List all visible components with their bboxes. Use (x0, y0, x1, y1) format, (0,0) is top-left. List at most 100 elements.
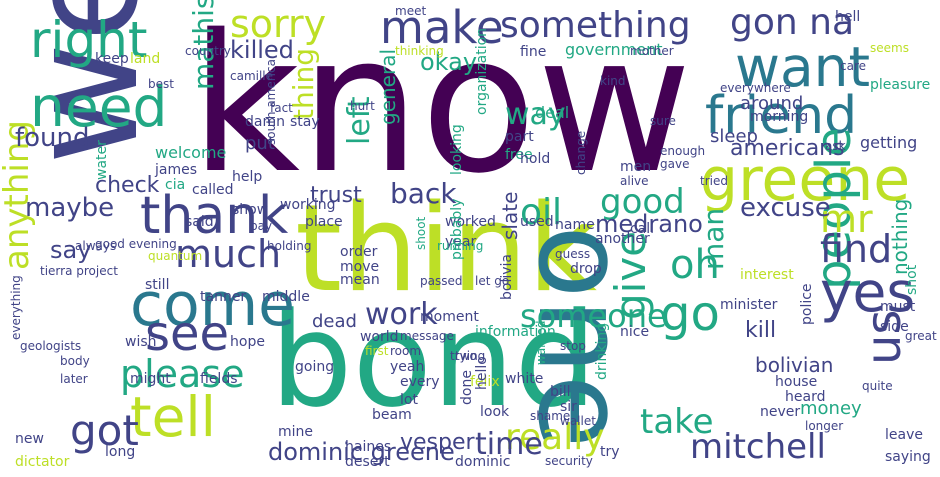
cloud-word-minister: minister (720, 297, 778, 313)
cloud-word-saying: saying (885, 449, 931, 465)
cloud-word-try: try (600, 444, 620, 460)
cloud-word-dictator: dictator (15, 454, 70, 470)
cloud-word-every: every (400, 374, 440, 390)
cloud-word-house: house (775, 374, 818, 390)
cloud-word-running: running (437, 239, 484, 253)
cloud-word-pleasure: pleasure (870, 77, 931, 93)
cloud-word-yeah: yeah (390, 359, 425, 375)
cloud-word-camille: camille (230, 69, 274, 83)
cloud-word-trying: trying (450, 349, 486, 363)
cloud-word-say: say (50, 236, 92, 264)
cloud-word-side: side (880, 319, 909, 335)
cloud-word-see: see (145, 306, 230, 362)
cloud-word-someone: someone (520, 297, 667, 335)
cloud-word-water: water (94, 140, 110, 180)
cloud-word-deal: deal (535, 103, 570, 122)
cloud-word-men: men (620, 159, 652, 175)
cloud-word-felix: felix (470, 374, 500, 390)
cloud-word-dominic: dominic (455, 454, 511, 470)
cloud-word-find: find (820, 227, 893, 271)
cloud-word-tierra-project: tierra project (40, 264, 118, 278)
cloud-word-time: time (475, 427, 543, 462)
cloud-word-tried: tried (700, 174, 728, 188)
cloud-word-mitchell: mitchell (690, 427, 826, 467)
cloud-word-need: need (30, 75, 168, 139)
cloud-word-pay: pay (250, 219, 273, 233)
cloud-word-general: general (376, 48, 400, 125)
cloud-word-let-go: let go (475, 274, 510, 288)
cloud-word-put: put (245, 133, 275, 154)
cloud-word-lot: lot (400, 392, 418, 408)
cloud-word-sorry: sorry (230, 2, 327, 46)
cloud-word-dominic-greene: dominic greene (268, 438, 455, 466)
cloud-word-make: make (380, 1, 504, 54)
cloud-word-never: never (760, 404, 801, 420)
cloud-word-getting: getting (860, 133, 918, 152)
cloud-word-yes: yes (820, 260, 916, 324)
cloud-word-ask: ask (825, 139, 846, 153)
cloud-word-gonna: gon na (730, 2, 855, 43)
cloud-word-know: know (190, 0, 693, 215)
cloud-word-haines: haines (345, 439, 392, 455)
cloud-word-keep: keep (95, 51, 129, 67)
cloud-word-working: working (280, 197, 336, 213)
cloud-word-leave: leave (885, 427, 923, 443)
cloud-word-fields: fields (200, 371, 238, 387)
cloud-word-seems: seems (870, 41, 909, 55)
cloud-word-james: james (155, 162, 198, 178)
cloud-word-always: always (75, 239, 117, 253)
cloud-word-maybe: maybe (25, 193, 115, 223)
cloud-word-man: man (697, 207, 730, 270)
cloud-word-fine: fine (520, 44, 547, 60)
cloud-word-kill: kill (745, 318, 777, 343)
cloud-word-shot: shot (904, 264, 920, 295)
cloud-word-used: used (520, 214, 554, 230)
cloud-word-morning: morning (750, 109, 809, 125)
cloud-word-come: come (130, 270, 296, 340)
cloud-word-body: body (60, 354, 90, 368)
cloud-word-longer: longer (805, 419, 844, 433)
cloud-word-hold: hold (520, 151, 551, 167)
cloud-word-later: later (60, 372, 88, 386)
cloud-word-thing: thing (287, 47, 320, 120)
cloud-word-gave: gave (660, 157, 690, 171)
cloud-word-wallet: wallet (560, 414, 596, 428)
cloud-word-place: place (305, 214, 343, 230)
cloud-word-way: way (505, 97, 566, 132)
cloud-word-tanner: tanner (200, 289, 247, 305)
cloud-word-damn: damn (245, 114, 285, 130)
cloud-word-look: look (480, 404, 510, 420)
cloud-word-show: show (232, 202, 269, 218)
cloud-word-sure: sure (650, 114, 676, 128)
cloud-word-slate: slate (498, 191, 522, 240)
cloud-word-medrano: medrano (595, 210, 703, 238)
cloud-word-dead: dead (312, 311, 357, 332)
cloud-word-enough: enough (660, 144, 706, 158)
cloud-word-first: first (365, 344, 389, 358)
cloud-word-americans: americans (730, 136, 845, 161)
cloud-word-good: good (600, 182, 685, 222)
cloud-word-still: still (145, 277, 170, 293)
cloud-word-done: done (459, 370, 475, 405)
cloud-word-order: order (340, 244, 378, 260)
cloud-word-greene: greene (700, 145, 911, 215)
cloud-word-new: new (15, 431, 44, 447)
cloud-word-name: name (555, 217, 595, 233)
cloud-word-change: change (574, 130, 588, 175)
cloud-word-fact: fact (270, 101, 293, 115)
cloud-word-think: think (295, 180, 597, 319)
cloud-word-quite: quite (862, 379, 893, 393)
cloud-word-excuse: excuse (740, 193, 831, 223)
cloud-word-nice: nice (620, 324, 650, 340)
cloud-word-good-evening: good evening (95, 237, 177, 251)
cloud-word-stop: stop (560, 339, 586, 353)
cloud-word-wish: wish (125, 334, 157, 350)
cloud-word-really: really (505, 417, 605, 458)
cloud-word-geologists: geologists (20, 339, 82, 353)
cloud-word-wanted: wanted (534, 320, 548, 365)
cloud-word-message: message (400, 329, 454, 343)
cloud-word-thank: thank (140, 186, 289, 246)
cloud-word-heard: heard (785, 389, 826, 405)
cloud-word-long: long (105, 444, 136, 460)
